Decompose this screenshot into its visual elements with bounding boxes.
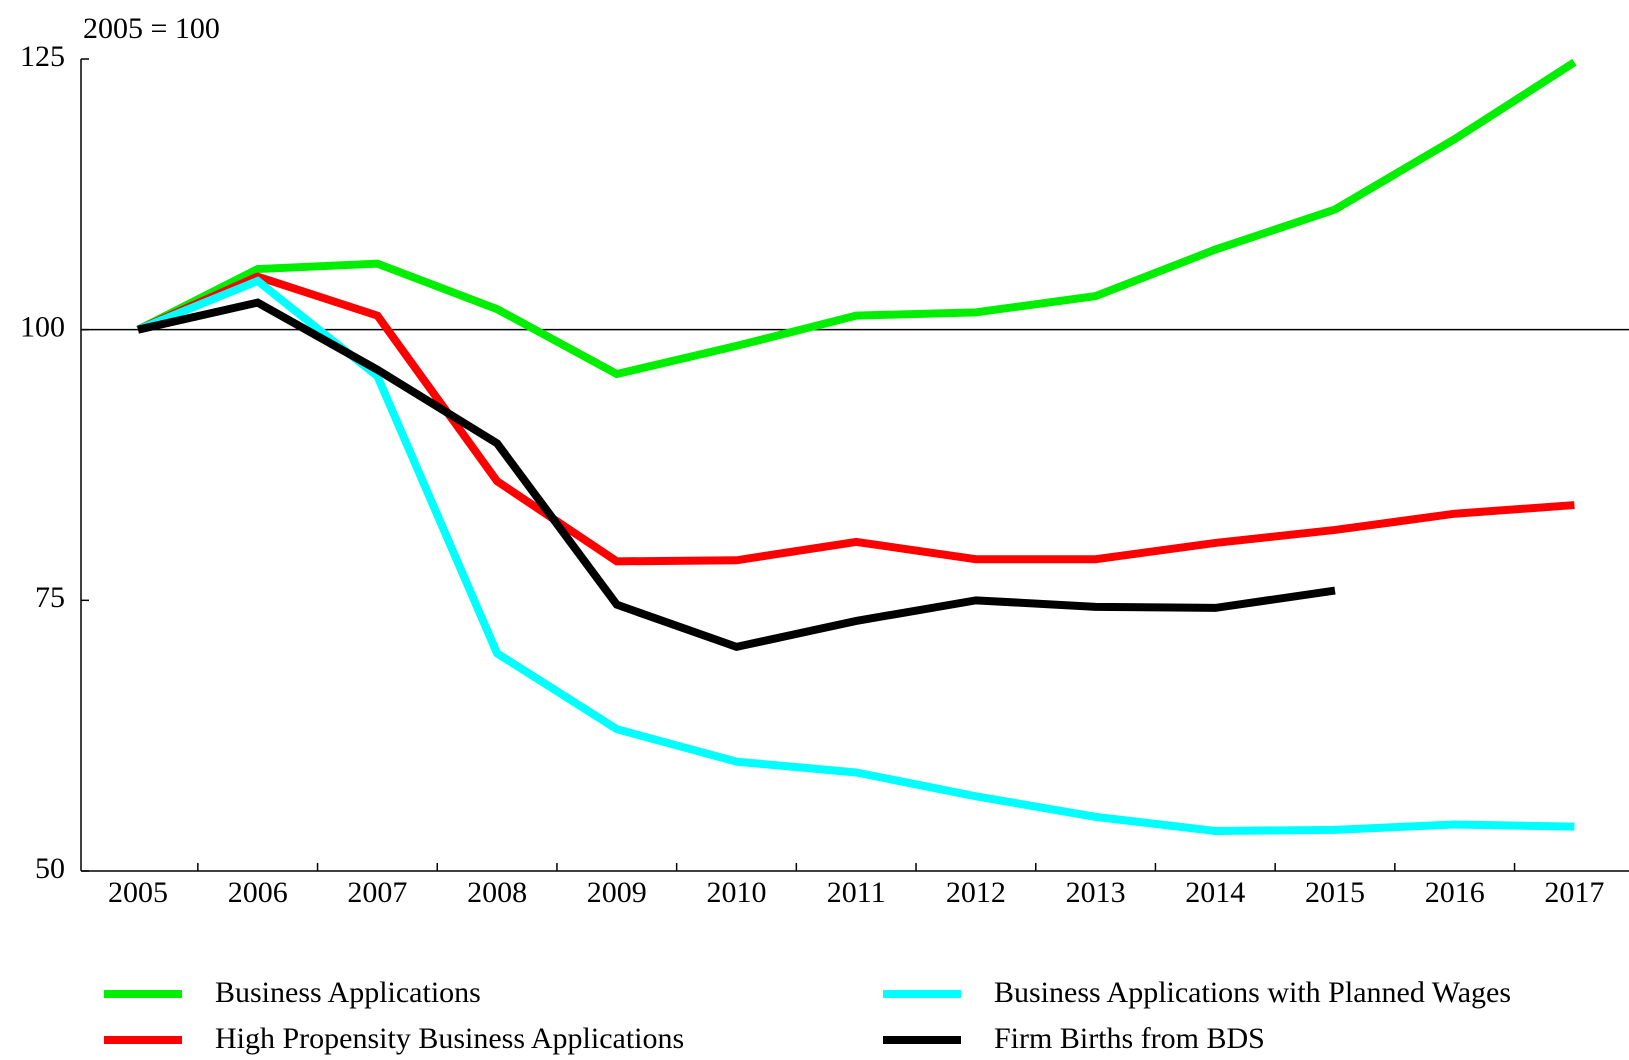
x-tick-label: 2012 <box>946 876 1006 909</box>
legend-label: Firm Births from BDS <box>994 1022 1265 1055</box>
x-tick-label: 2008 <box>467 876 527 909</box>
x-tick-label: 2005 <box>108 876 168 909</box>
x-tick-label: 2007 <box>347 876 407 909</box>
series-line <box>136 272 1575 566</box>
x-tick-label: 2006 <box>228 876 288 909</box>
axis-note: 2005 = 100 <box>83 12 220 45</box>
x-tick-label: 2015 <box>1305 876 1365 909</box>
legend-label: High Propensity Business Applications <box>215 1022 684 1055</box>
x-tick-label: 2017 <box>1544 876 1604 909</box>
y-tick-label: 125 <box>20 40 65 73</box>
legend-label: Business Applications with Planned Wages <box>994 976 1511 1009</box>
x-tick-label: 2010 <box>707 876 767 909</box>
y-tick-label: 75 <box>35 581 65 614</box>
series-line <box>136 58 1577 379</box>
x-tick-label: 2011 <box>827 876 886 909</box>
series-line <box>136 276 1575 835</box>
legend-label: Business Applications <box>215 976 481 1009</box>
y-tick-label: 50 <box>35 852 65 885</box>
x-tick-label: 2013 <box>1066 876 1126 909</box>
y-tick-label: 100 <box>20 311 65 344</box>
x-tick-label: 2016 <box>1425 876 1485 909</box>
x-tick-label: 2014 <box>1185 876 1245 909</box>
x-tick-label: 2009 <box>587 876 647 909</box>
series-line <box>137 298 1336 652</box>
